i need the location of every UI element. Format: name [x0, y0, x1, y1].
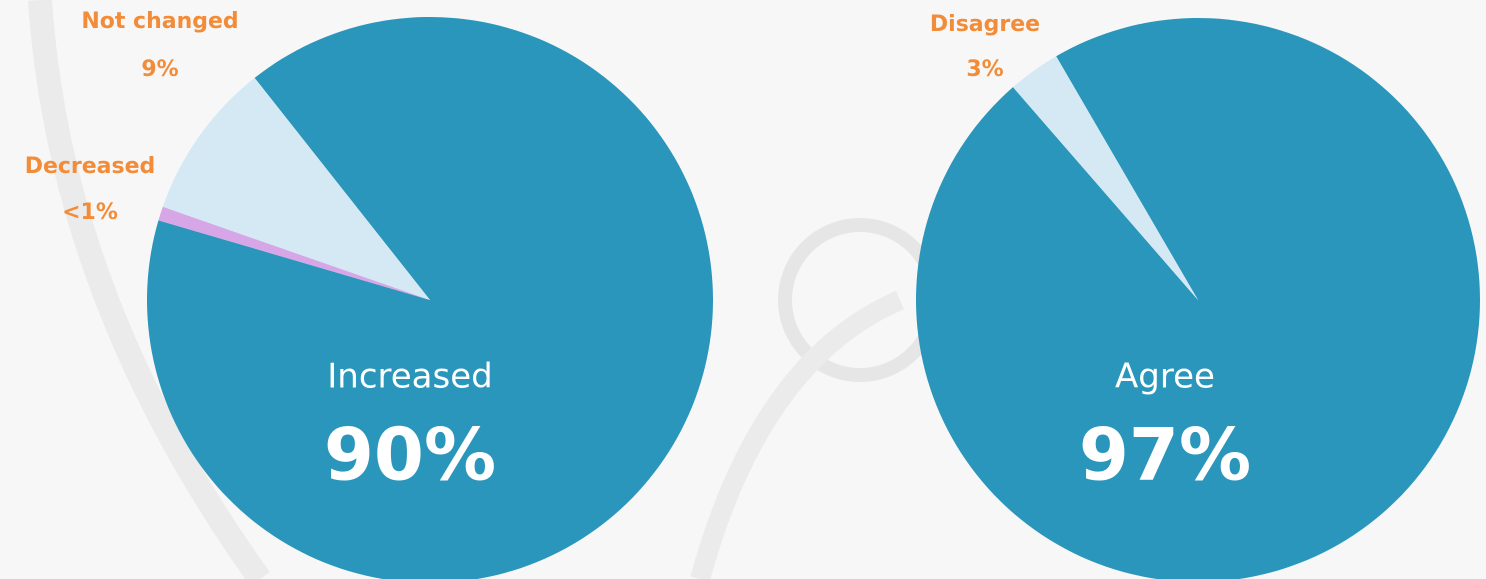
slice-label: Not changed [81, 9, 238, 34]
pie-slice [162, 77, 430, 300]
slice-value-label: <1% [62, 200, 118, 225]
slice-label: Decreased [25, 154, 156, 179]
slice-label: Agree [1115, 357, 1215, 397]
pie-slice [147, 17, 713, 579]
slice-value-label: 9% [141, 57, 178, 82]
slice-label: Increased [327, 357, 492, 397]
pie-slice [1012, 56, 1198, 300]
background-decoration [28, 0, 270, 579]
slice-label: Disagree [930, 12, 1040, 37]
slice-value-label: 90% [324, 413, 496, 497]
slice-value-label: 97% [1079, 413, 1251, 497]
pie-slice [158, 206, 430, 300]
pie-slice [916, 18, 1480, 579]
background-decoration [690, 290, 904, 579]
slice-value-label: 3% [966, 57, 1003, 82]
